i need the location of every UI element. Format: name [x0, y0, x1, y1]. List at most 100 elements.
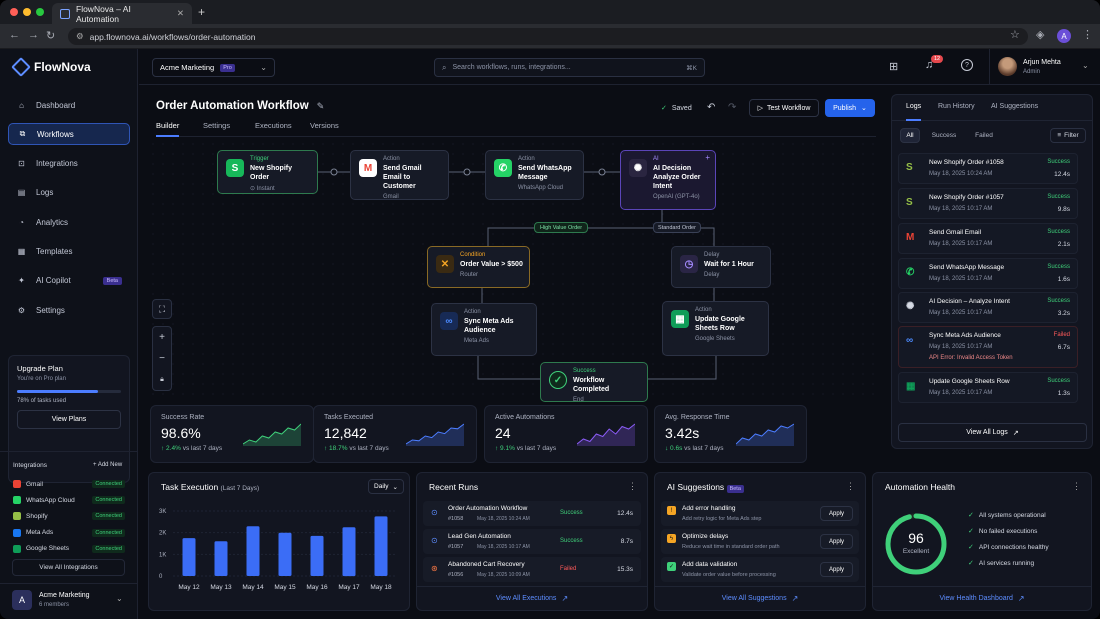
apply-button[interactable]: Apply [820, 534, 853, 549]
bar[interactable] [246, 526, 260, 576]
workspace-dropdown[interactable]: Acme Marketing Pro ⌄ [152, 58, 275, 77]
browser-tab[interactable]: FlowNova – AI Automation ✕ [52, 3, 192, 24]
gift-icon[interactable]: ⊞ [889, 61, 899, 73]
maximize-window-dot[interactable] [36, 8, 44, 16]
notification-bell-icon[interactable]: ♫ [925, 59, 934, 71]
log-row[interactable]: S New Shopify Order #1058 May 18, 2025 10:… [898, 153, 1078, 184]
node-success[interactable]: ✓ Success Workflow Completed End [540, 362, 648, 403]
integration-row[interactable]: WhatsApp Cloud Connected [13, 494, 125, 506]
global-search[interactable]: ⌕ Search workflows, runs, integrations..… [434, 58, 705, 77]
undo-icon[interactable]: ↶ [707, 102, 716, 113]
view-all-suggestions-link[interactable]: View All Suggestions [721, 595, 787, 602]
ai-suggestions-menu-icon[interactable]: ⋮ [846, 481, 855, 491]
logs-filter-failed[interactable]: Failed [975, 132, 993, 139]
integration-row[interactable]: Meta Ads Connected [13, 527, 125, 539]
user-menu[interactable]: Arjun Mehta Admin ⌄ [989, 49, 1100, 85]
add-step-icon[interactable]: + [705, 153, 710, 162]
sidebar-item-logs[interactable]: ▤ Logs [8, 182, 130, 204]
logs-filter-success[interactable]: Success [931, 132, 957, 139]
edit-pencil-icon[interactable]: ✎ [316, 100, 325, 111]
zoom-out-icon[interactable]: − [159, 353, 165, 364]
recent-runs-menu-icon[interactable]: ⋮ [628, 481, 637, 491]
log-row[interactable]: M Send Gmail Email May 18, 2025 10:17 AM Su… [898, 223, 1078, 254]
apply-button[interactable]: Apply [820, 562, 853, 577]
log-row[interactable]: ∞ Sync Meta Ads Audience May 18, 2025 10:1… [898, 326, 1078, 368]
new-tab-button[interactable]: + [198, 5, 206, 19]
browser-menu-icon[interactable]: ⋮ [1082, 29, 1093, 41]
logs-tab-logs[interactable]: Logs [906, 103, 922, 121]
sidebar-item-dashboard[interactable]: ⌂ Dashboard [8, 94, 130, 116]
sidebar-item-ai-copilot[interactable]: ✦ AI Copilot Beta [8, 270, 130, 292]
add-integration-link[interactable]: + Add New [93, 462, 123, 468]
extensions-icon[interactable]: ◈ [1036, 29, 1045, 41]
tab-settings[interactable]: Settings [203, 121, 231, 130]
bar[interactable] [310, 535, 324, 576]
log-row[interactable]: ▦ Update Google Sheets Row May 18, 2025 10… [898, 372, 1078, 403]
close-window-dot[interactable] [10, 8, 18, 16]
node-gmail[interactable]: M Action Send Gmail Email to Customer Gmail [350, 150, 449, 200]
logs-filter-all[interactable]: All [900, 128, 920, 143]
run-row[interactable]: ⊛ Abandoned Cart Recovery #1056 May 18, 202… [423, 557, 641, 582]
run-row[interactable]: ⊙ Order Automation Workflow #1058 May 18, 2… [423, 501, 641, 526]
test-workflow-button[interactable]: ▷ Test Workflow [749, 99, 819, 117]
integration-status: Connected [92, 496, 125, 505]
bookmark-star-icon[interactable]: ☆ [1010, 29, 1020, 41]
close-tab-icon[interactable]: ✕ [176, 8, 184, 18]
integration-row[interactable]: Gmail Connected [13, 478, 125, 490]
sidebar-item-analytics[interactable]: ◔ Analytics [8, 211, 130, 233]
fit-view-icon[interactable]: ⛶ [152, 299, 172, 319]
sidebar-item-templates[interactable]: ▦ Templates [8, 241, 130, 263]
workspace-switcher[interactable]: A Acme Marketing 6 members ⌄ [0, 583, 138, 619]
node-condition[interactable]: ✕ Condition Order Value > $500 Router [427, 246, 530, 288]
address-bar[interactable]: ⚙ app.flownova.ai/workflows/order-automa… [68, 28, 1028, 45]
node-delay[interactable]: ◷ Delay Wait for 1 Hour Delay [671, 246, 771, 288]
logs-tab-ai-suggestions[interactable]: AI Suggestions [991, 103, 1039, 110]
apply-button[interactable]: Apply [820, 506, 853, 521]
node-ai[interactable]: ✺ AI AI Decision Analyze Order Intent OpenA… [620, 150, 716, 210]
node-whatsapp[interactable]: ✆ Action Send WhatsApp Message WhatsApp Clo… [485, 150, 584, 200]
zoom-in-icon[interactable]: + [159, 332, 165, 343]
node-meta[interactable]: ∞ Action Sync Meta Ads Audience Meta Ads [431, 303, 537, 356]
sidebar-item-integrations[interactable]: ⊡ Integrations [8, 153, 130, 175]
integration-row[interactable]: Shopify Connected [13, 510, 125, 522]
view-all-integrations-button[interactable]: View All Integrations [12, 559, 125, 576]
view-health-dashboard-link[interactable]: View Health Dashboard [939, 595, 1013, 602]
run-row[interactable]: ⊙ Lead Gen Automation #1057 May 18, 2025 10… [423, 529, 641, 554]
logs-tab-run-history[interactable]: Run History [938, 103, 975, 110]
back-arrow-icon[interactable]: ← [9, 29, 20, 41]
brand-logo[interactable]: FlowNova [11, 57, 91, 77]
reload-icon[interactable]: ↻ [46, 30, 56, 42]
health-menu-icon[interactable]: ⋮ [1072, 481, 1081, 491]
tab-versions[interactable]: Versions [310, 121, 339, 130]
gmail-icon [13, 480, 21, 488]
search-input[interactable]: Search workflows, runs, integrations... [452, 64, 571, 71]
node-trigger[interactable]: S Trigger New Shopify Order ⊙ Instant [217, 150, 318, 194]
bar[interactable] [342, 527, 356, 577]
site-settings-icon[interactable]: ⚙ [76, 31, 84, 41]
view-plans-button[interactable]: View Plans [17, 410, 121, 429]
bar[interactable] [214, 541, 228, 576]
bar[interactable] [374, 516, 388, 576]
integration-row[interactable]: Google Sheets Connected [13, 543, 125, 555]
browser-profile-avatar[interactable]: A [1057, 29, 1071, 43]
minimize-window-dot[interactable] [23, 8, 31, 16]
log-row[interactable]: ✺ AI Decision – Analyze Intent May 18, 202… [898, 292, 1078, 323]
redo-icon[interactable]: ↷ [728, 102, 737, 113]
bar[interactable] [182, 538, 196, 576]
log-row[interactable]: S New Shopify Order #1057 May 18, 2025 10:… [898, 188, 1078, 219]
view-all-logs-button[interactable]: View All Logs ↗ [898, 423, 1087, 442]
help-icon[interactable]: ? [961, 59, 973, 71]
view-all-executions-link[interactable]: View All Executions [495, 595, 557, 602]
tab-executions[interactable]: Executions [255, 121, 292, 130]
lock-icon[interactable]: 🔒︎ [160, 375, 164, 383]
node-sheets[interactable]: ▦ Action Update Google Sheets Row Google Sh… [662, 301, 769, 356]
sidebar-item-workflows[interactable]: ⧉ Workflows [8, 123, 130, 146]
sidebar-item-settings[interactable]: ⚙ Settings [8, 299, 130, 321]
period-dropdown[interactable]: Daily ⌄ [368, 479, 404, 494]
forward-arrow-icon[interactable]: → [28, 29, 39, 41]
filter-button[interactable]: ≡ Filter [1050, 128, 1086, 143]
log-row[interactable]: ✆ Send WhatsApp Message May 18, 2025 10:17… [898, 258, 1078, 289]
publish-button[interactable]: Publish ⌄ [825, 99, 875, 117]
bar[interactable] [278, 532, 292, 576]
tab-builder[interactable]: Builder [156, 121, 180, 137]
